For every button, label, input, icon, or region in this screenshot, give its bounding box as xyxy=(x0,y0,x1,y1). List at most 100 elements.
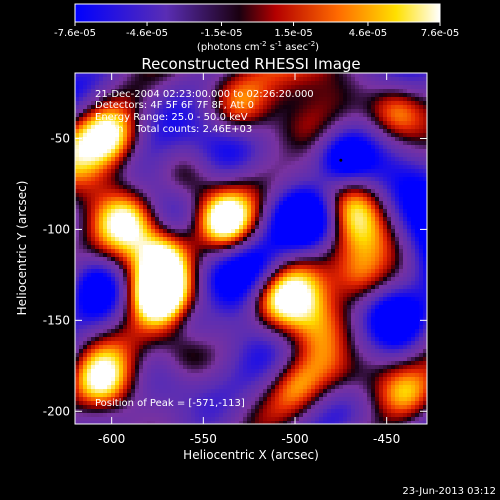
heatmap-cell xyxy=(191,125,196,130)
heatmap-cell xyxy=(215,205,220,210)
heatmap-cell xyxy=(99,85,104,90)
heatmap-cell xyxy=(367,177,372,182)
heatmap-cell xyxy=(375,109,380,114)
heatmap-cell xyxy=(331,89,336,94)
heatmap-cell xyxy=(195,113,200,118)
heatmap-cell xyxy=(371,225,376,230)
heatmap-cell xyxy=(155,205,160,210)
heatmap-cell xyxy=(231,237,236,242)
heatmap-cell xyxy=(335,213,340,218)
heatmap-cell xyxy=(179,289,184,294)
heatmap-cell xyxy=(347,249,352,254)
heatmap-cell xyxy=(167,201,172,206)
heatmap-cell xyxy=(75,73,80,78)
heatmap-cell xyxy=(239,209,244,214)
heatmap-cell xyxy=(299,229,304,234)
heatmap-cell xyxy=(87,149,92,154)
heatmap-cell xyxy=(207,293,212,298)
heatmap-cell xyxy=(271,169,276,174)
heatmap-cell xyxy=(191,269,196,274)
heatmap-cell xyxy=(199,193,204,198)
heatmap-cell xyxy=(415,233,420,238)
heatmap-cell xyxy=(111,189,116,194)
heatmap-cell xyxy=(115,225,120,230)
heatmap-cell xyxy=(323,137,328,142)
heatmap-cell xyxy=(87,209,92,214)
heatmap-cell xyxy=(83,221,88,226)
heatmap-cell xyxy=(195,89,200,94)
heatmap-cell xyxy=(223,249,228,254)
heatmap-cell xyxy=(323,289,328,294)
heatmap-cell xyxy=(139,109,144,114)
heatmap-cell xyxy=(219,81,224,86)
heatmap-cell xyxy=(379,237,384,242)
heatmap-cell xyxy=(343,177,348,182)
heatmap-cell xyxy=(359,257,364,262)
heatmap-cell xyxy=(147,153,152,158)
heatmap-cell xyxy=(351,141,356,146)
heatmap-cell xyxy=(363,149,368,154)
heatmap-cell xyxy=(423,289,427,294)
heatmap-cell xyxy=(219,265,224,270)
heatmap-cell xyxy=(407,273,412,278)
heatmap-cell xyxy=(199,117,204,122)
heatmap-cell xyxy=(99,157,104,162)
heatmap-cell xyxy=(407,201,412,206)
heatmap-cell xyxy=(287,73,292,78)
heatmap-cell xyxy=(303,261,308,266)
heatmap-cell xyxy=(299,225,304,230)
heatmap-cell xyxy=(355,97,360,102)
heatmap-cell xyxy=(379,225,384,230)
heatmap-cell xyxy=(395,269,400,274)
heatmap-cell xyxy=(135,93,140,98)
heatmap-cell xyxy=(383,201,388,206)
heatmap-cell xyxy=(283,81,288,86)
heatmap-cell xyxy=(287,181,292,186)
heatmap-cell xyxy=(371,277,376,282)
heatmap-cell xyxy=(75,265,80,270)
heatmap-cell xyxy=(203,245,208,250)
heatmap-cell xyxy=(303,97,308,102)
heatmap-cell xyxy=(123,277,128,282)
heatmap-cell xyxy=(271,193,276,198)
heatmap-cell xyxy=(407,277,412,282)
heatmap-cell xyxy=(163,273,168,278)
heatmap-cell xyxy=(207,277,212,282)
heatmap-cell xyxy=(227,101,232,106)
heatmap-cell xyxy=(187,209,192,214)
heatmap-cell xyxy=(347,121,352,126)
heatmap-cell xyxy=(91,145,96,150)
heatmap-cell xyxy=(327,149,332,154)
heatmap-cell xyxy=(383,113,388,118)
heatmap-cell xyxy=(303,209,308,214)
heatmap-cell xyxy=(167,225,172,230)
heatmap-cell xyxy=(115,121,120,126)
heatmap-cell xyxy=(399,269,404,274)
heatmap-cell xyxy=(255,213,260,218)
heatmap-cell xyxy=(199,225,204,230)
heatmap-cell xyxy=(239,297,244,302)
heatmap-cell xyxy=(295,149,300,154)
heatmap-cell xyxy=(255,269,260,274)
heatmap-cell xyxy=(123,269,128,274)
heatmap-cell xyxy=(311,193,316,198)
heatmap-cell xyxy=(155,285,160,290)
heatmap-cell xyxy=(359,265,364,270)
heatmap-cell xyxy=(195,253,200,258)
heatmap-cell xyxy=(251,277,256,282)
heatmap-cell xyxy=(83,181,88,186)
heatmap-cell xyxy=(407,197,412,202)
heatmap-cell xyxy=(259,237,264,242)
heatmap-cell xyxy=(123,213,128,218)
heatmap-cell xyxy=(243,237,248,242)
heatmap-cell xyxy=(115,269,120,274)
heatmap-cell xyxy=(299,121,304,126)
heatmap-cell xyxy=(147,269,152,274)
heatmap-cell xyxy=(159,229,164,234)
heatmap-cell xyxy=(319,181,324,186)
heatmap-cell xyxy=(279,205,284,210)
heatmap-cell xyxy=(347,261,352,266)
heatmap-cell xyxy=(363,281,368,286)
heatmap-cell xyxy=(279,113,284,118)
heatmap-cell xyxy=(411,109,416,114)
